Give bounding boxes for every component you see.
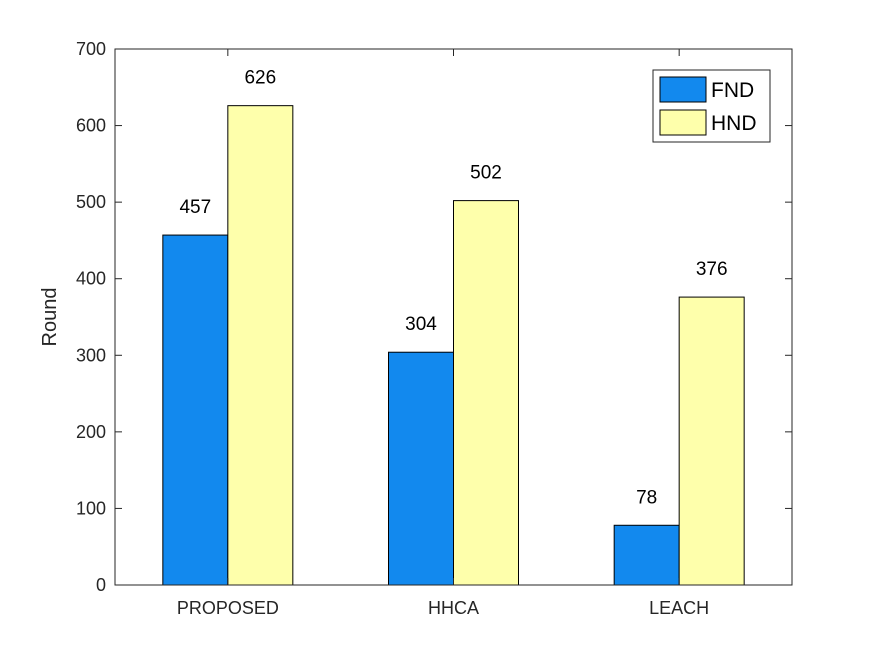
labels-layer: 457 626 PROPOSED 304 502 HHCA 78 376 LEACH 0 100 20… xyxy=(76,39,728,618)
data-label-hnd-hhca: 502 xyxy=(470,163,502,184)
legend-label-fnd: FND xyxy=(711,79,754,102)
y-tick-label: 300 xyxy=(76,345,106,365)
bar-hnd-proposed xyxy=(227,105,294,586)
bar-fnd-hhca xyxy=(388,351,454,586)
y-tick-label: 600 xyxy=(76,116,106,136)
bar-hnd-hhca xyxy=(453,200,519,586)
bar-hnd-leach xyxy=(678,296,745,586)
bars-layer xyxy=(162,105,745,586)
legend-label-hnd: HND xyxy=(711,112,757,135)
data-label-hnd-proposed: 626 xyxy=(244,68,276,89)
bar-fnd-leach xyxy=(613,524,680,586)
ticks-layer xyxy=(115,48,792,586)
legend-swatch-fnd xyxy=(659,76,707,103)
legend-swatch-hnd xyxy=(659,109,707,136)
x-tick-label-leach: LEACH xyxy=(649,598,709,618)
data-label-fnd-proposed: 457 xyxy=(179,197,211,218)
data-label-fnd-hhca: 304 xyxy=(405,314,437,335)
x-tick-label-proposed: PROPOSED xyxy=(177,598,279,618)
bar-fnd-proposed xyxy=(162,234,229,586)
y-tick-label: 400 xyxy=(76,269,106,289)
y-tick-label: 700 xyxy=(76,39,106,59)
y-tick-label: 200 xyxy=(76,422,106,442)
y-tick-label: 0 xyxy=(96,575,106,595)
data-label-fnd-leach: 78 xyxy=(636,487,657,508)
legend: FND HND xyxy=(652,69,771,143)
y-axis-title: Round xyxy=(39,288,61,347)
y-tick-label: 100 xyxy=(76,498,106,518)
y-tick-label: 500 xyxy=(76,192,106,212)
x-tick-label-hhca: HHCA xyxy=(428,598,479,618)
data-label-hnd-leach: 376 xyxy=(696,259,728,280)
